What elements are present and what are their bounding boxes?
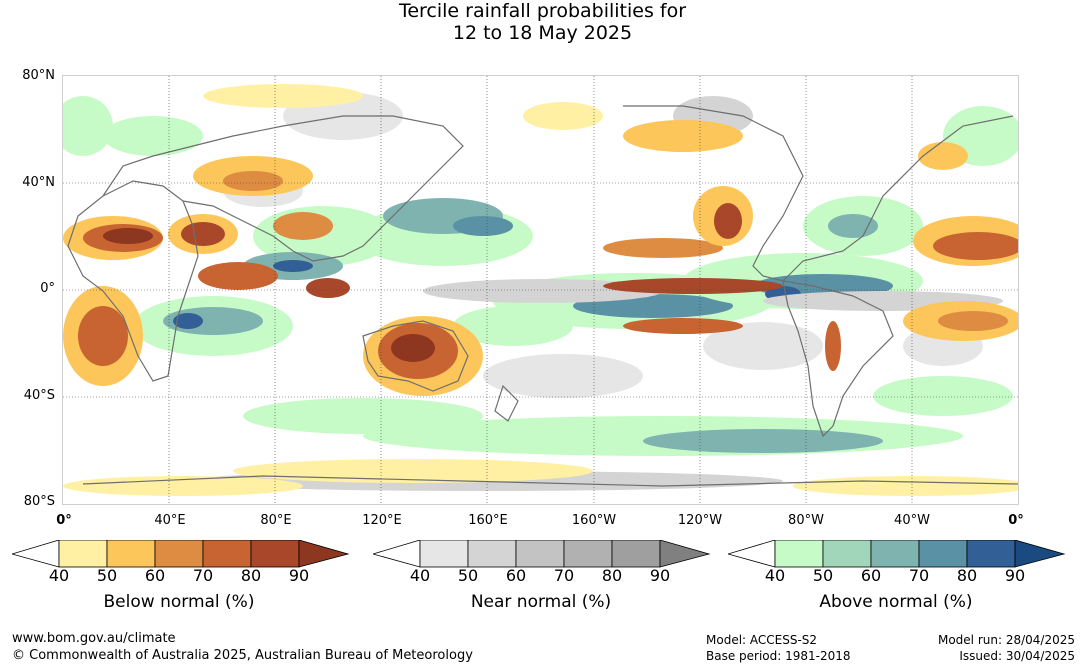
lon-label-160e: 160°E — [468, 513, 508, 528]
tick-near-70: 70 — [553, 566, 575, 585]
lon-label-80w: 80°W — [788, 513, 824, 528]
legend-title-near-normal: Near normal (%) — [470, 592, 612, 612]
lon-label-160w: 160°W — [571, 513, 617, 528]
title-line-1: Tercile rainfall probabilities for — [398, 0, 687, 22]
legend-below-normal — [12, 540, 350, 568]
colorbar-above-normal — [728, 540, 1066, 568]
lat-label-40s: 40°S — [23, 388, 55, 403]
title-line-2: 12 to 18 May 2025 — [452, 22, 633, 44]
tick-near-40: 40 — [409, 566, 431, 585]
tick-below-70: 70 — [192, 566, 214, 585]
graticule — [63, 76, 1018, 504]
coastlines — [67, 105, 1018, 487]
colorbar-below-normal — [12, 540, 350, 568]
tick-below-40: 40 — [48, 566, 70, 585]
lon-label-0-west: 0° — [56, 513, 72, 528]
tick-below-50: 50 — [96, 566, 118, 585]
lat-label-80s: 80°S — [23, 494, 55, 509]
colorbar-near-normal — [373, 540, 711, 568]
lon-label-0-east: 0° — [1008, 513, 1024, 528]
tick-near-90: 90 — [649, 566, 671, 585]
tick-near-50: 50 — [457, 566, 479, 585]
tick-above-60: 60 — [860, 566, 882, 585]
legend-above-normal — [728, 540, 1066, 568]
lon-label-40w: 40°W — [894, 513, 930, 528]
lon-label-40e: 40°E — [154, 513, 186, 528]
issued-date: Issued: 30/04/2025 — [959, 649, 1075, 663]
lon-label-120e: 120°E — [362, 513, 402, 528]
legend-title-above-normal: Above normal (%) — [819, 592, 973, 612]
tick-near-60: 60 — [505, 566, 527, 585]
legend-title-below-normal: Below normal (%) — [103, 592, 255, 612]
base-period: Base period: 1981-2018 — [706, 649, 851, 663]
legend-near-normal — [373, 540, 711, 568]
tick-above-50: 50 — [812, 566, 834, 585]
lon-label-120w: 120°W — [677, 513, 723, 528]
map-canvas — [63, 76, 1018, 504]
copyright-text: © Commonwealth of Australia 2025, Austra… — [12, 648, 473, 663]
website-link[interactable]: www.bom.gov.au/climate — [12, 631, 176, 646]
tick-near-80: 80 — [601, 566, 623, 585]
model-run-date: Model run: 28/04/2025 — [937, 633, 1075, 647]
lat-label-equator: 0° — [40, 281, 55, 296]
lat-label-40n: 40°N — [22, 175, 55, 190]
tick-above-40: 40 — [764, 566, 786, 585]
chart-title: Tercile rainfall probabilities for 12 to… — [0, 0, 1085, 44]
tick-below-80: 80 — [240, 566, 262, 585]
tick-below-60: 60 — [144, 566, 166, 585]
tick-above-80: 80 — [956, 566, 978, 585]
tick-below-90: 90 — [288, 566, 310, 585]
lat-label-80n: 80°N — [22, 68, 55, 83]
lon-label-80e: 80°E — [260, 513, 292, 528]
rainfall-probability-map — [62, 75, 1019, 505]
tick-above-70: 70 — [908, 566, 930, 585]
model-name: Model: ACCESS-S2 — [706, 633, 818, 647]
tick-above-90: 90 — [1004, 566, 1026, 585]
